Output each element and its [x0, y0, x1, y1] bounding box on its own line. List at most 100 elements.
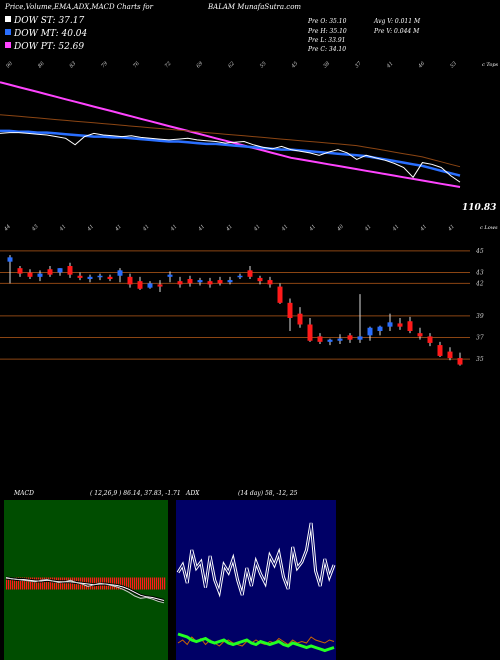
- ema-top-ticks: 90 86 83 79 76 72 69 62 55 45 38 37 41 46 53: [5, 60, 458, 70]
- macd-hist-bar: [64, 577, 66, 590]
- macd-hist-bar: [56, 577, 58, 590]
- candle-body: [127, 276, 133, 285]
- macd-hist-bar: [142, 577, 144, 590]
- adx-line: [177, 632, 335, 653]
- macd-hist-bar: [28, 577, 30, 590]
- candle-body: [397, 323, 403, 327]
- macd-hist-bar: [154, 577, 156, 590]
- stat-pre-low: Pre L: 33.91: [307, 37, 345, 44]
- ema-top-tick: 83: [69, 61, 78, 70]
- legend-swatch-st: [5, 16, 11, 22]
- ema-right-label: c Tops: [482, 62, 499, 68]
- candle-body: [57, 268, 63, 273]
- adx-panel: ADX (14 day) 58, -12, 25: [176, 490, 336, 660]
- ema-top-tick: 41: [385, 61, 394, 70]
- ema-series-line-3: [0, 132, 461, 183]
- candle-top-tick: 41: [280, 224, 289, 233]
- ema-panel: 90 86 83 79 76 72 69 62 55 45 38 37 41 46 53 c Tops 11…: [0, 60, 499, 213]
- legend-swatch-mt: [5, 29, 11, 35]
- candle-y-tick: 37: [476, 335, 484, 342]
- macd-hist-bar: [26, 577, 28, 590]
- ema-top-tick: 53: [449, 61, 458, 70]
- candle-body: [417, 333, 423, 337]
- candle: [407, 316, 413, 334]
- candle: [7, 255, 13, 284]
- macd-hist-bar: [14, 577, 16, 590]
- candle: [207, 277, 213, 288]
- ema-top-tick: 69: [195, 60, 204, 69]
- candle: [257, 275, 263, 285]
- candle-body: [387, 322, 393, 327]
- candle: [247, 266, 253, 279]
- ema-top-tick: 72: [164, 61, 173, 70]
- macd-hist-bar: [124, 577, 126, 590]
- legend-st: DOW ST: 37.17: [13, 16, 84, 26]
- macd-hist-bar: [22, 577, 24, 590]
- candle: [177, 276, 183, 288]
- macd-hist-bar: [58, 577, 60, 590]
- macd-hist-bar: [44, 577, 46, 590]
- macd-hist-bar: [34, 577, 36, 590]
- ema-top-tick: 46: [417, 60, 427, 70]
- macd-hist-bar: [66, 577, 68, 590]
- candle-gridlines: 45 43 42 39 37 35: [0, 248, 484, 363]
- candle-body: [137, 281, 143, 289]
- macd-hist-bar: [38, 577, 40, 590]
- candles: [7, 255, 463, 366]
- macd-hist-bar: [152, 577, 154, 590]
- macd-hist-bar: [48, 577, 50, 590]
- candle-body: [187, 279, 193, 284]
- macd-hist-bar: [120, 577, 122, 590]
- candle: [17, 266, 23, 277]
- candle-top-tick: 41: [363, 224, 372, 233]
- candle: [237, 273, 243, 279]
- candle-body: [207, 281, 213, 285]
- candle: [147, 281, 153, 289]
- candle-body: [327, 339, 333, 342]
- candle-body: [297, 313, 303, 325]
- macd-hist-bar: [36, 577, 38, 590]
- candle: [57, 268, 63, 276]
- macd-hist-bar: [46, 577, 48, 590]
- candle-top-ticks: 44 43 41 41 41 41 41 41 41 41 41 41 40 41 41 41 41: [2, 223, 455, 233]
- candle-body: [7, 257, 13, 262]
- macd-hist-bar: [70, 577, 72, 590]
- candle: [117, 268, 123, 283]
- macd-signal-line: [5, 577, 165, 601]
- adx-params: (14 day) 58, -12, 25: [238, 490, 298, 497]
- candle-y-tick: 35: [476, 356, 484, 363]
- candle: [337, 334, 343, 344]
- macd-hist-bar: [12, 577, 14, 590]
- candle-body: [27, 272, 33, 277]
- candle-top-tick: 44: [2, 224, 11, 233]
- candle: [157, 280, 163, 292]
- candle-top-tick: 41: [141, 224, 150, 233]
- candle-body: [437, 345, 443, 356]
- candle-body: [277, 286, 283, 303]
- candle: [297, 307, 303, 328]
- candle-top-tick: 41: [252, 224, 261, 233]
- ema-top-tick: 37: [354, 60, 363, 69]
- macd-hist-bar: [62, 577, 64, 590]
- legend-swatch-pt: [5, 42, 11, 48]
- macd-hist-bar: [42, 577, 44, 590]
- legend-pt: DOW PT: 52.69: [13, 42, 84, 52]
- candle-body: [337, 338, 343, 341]
- candle-top-tick: 41: [224, 224, 233, 233]
- candle: [457, 352, 463, 366]
- candle-body: [227, 280, 233, 283]
- header-title-left: Price,Volume,EMA,ADX,MACD Charts for: [4, 3, 154, 11]
- candle: [47, 266, 53, 277]
- macd-params: ( 12,26,9 ) 86.14, 37.83, -1.71: [90, 490, 181, 497]
- candle: [137, 276, 143, 290]
- ema-top-tick: 62: [227, 61, 236, 70]
- ema-top-tick: 86: [37, 60, 46, 69]
- candle-body: [197, 280, 203, 283]
- candle-y-tick: 43: [475, 270, 484, 277]
- candle-body: [307, 324, 313, 341]
- candle-body: [67, 266, 73, 275]
- candle-body: [147, 283, 153, 288]
- candle-body: [237, 275, 243, 278]
- candle: [277, 283, 283, 304]
- candle-body: [217, 280, 223, 284]
